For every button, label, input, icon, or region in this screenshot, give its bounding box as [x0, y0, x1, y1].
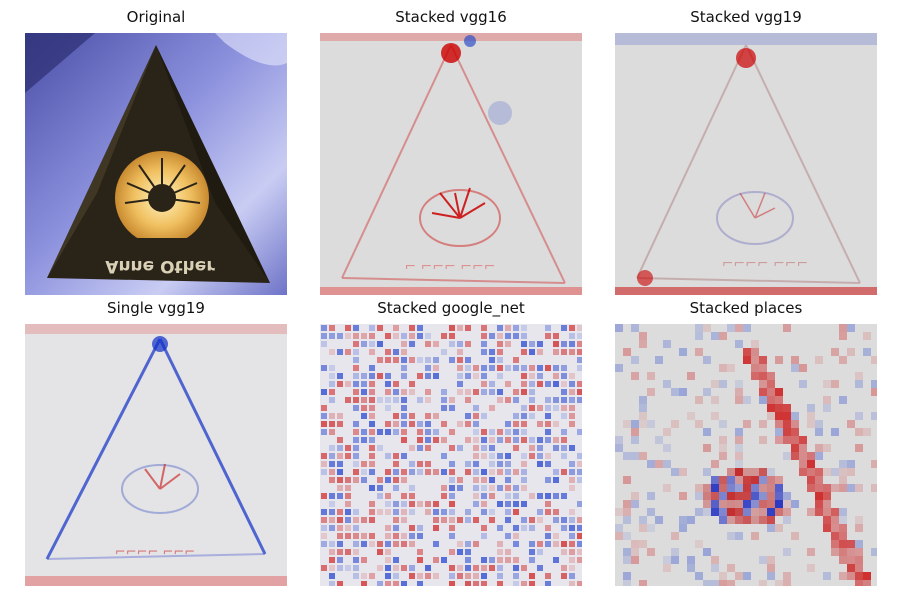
original-image: Anne Other	[25, 33, 287, 295]
svg-text:⌐ ⌐⌐⌐ ⌐⌐⌐: ⌐ ⌐⌐⌐ ⌐⌐⌐	[404, 259, 495, 275]
heatmap-stacked-google-net	[320, 324, 582, 586]
svg-text:⌐⌐⌐⌐ ⌐⌐⌐: ⌐⌐⌐⌐ ⌐⌐⌐	[115, 545, 195, 560]
panel-title: Stacked google_net	[377, 299, 525, 317]
panel-title: Stacked vgg16	[395, 8, 507, 26]
pyramid-caption: Anne Other	[105, 256, 215, 276]
heatmap-stacked-vgg16: ⌐ ⌐⌐⌐ ⌐⌐⌐	[320, 33, 582, 295]
heatmap-stacked-places	[615, 324, 877, 586]
panel-title: Single vgg19	[107, 299, 205, 317]
panel-title: Stacked vgg19	[690, 8, 802, 26]
heatmap-stacked-vgg19: ⌐⌐⌐⌐ ⌐⌐⌐	[615, 33, 877, 295]
heatmap-single-vgg19: ⌐⌐⌐⌐ ⌐⌐⌐	[25, 324, 287, 586]
panel-title: Stacked places	[689, 299, 803, 317]
panel-title: Original	[126, 8, 186, 26]
svg-text:⌐⌐⌐⌐ ⌐⌐⌐: ⌐⌐⌐⌐ ⌐⌐⌐	[722, 256, 809, 272]
